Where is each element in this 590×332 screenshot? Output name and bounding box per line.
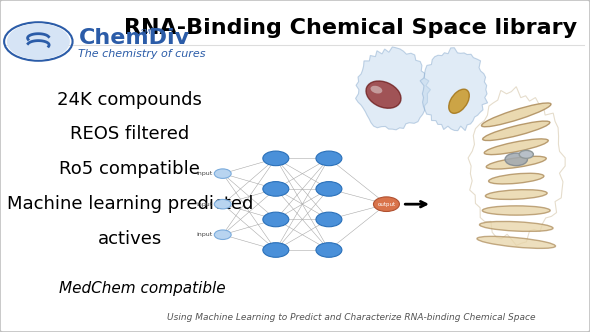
Circle shape — [316, 151, 342, 166]
Circle shape — [214, 230, 231, 239]
Circle shape — [263, 243, 289, 257]
Ellipse shape — [366, 81, 401, 108]
Circle shape — [316, 243, 342, 257]
Ellipse shape — [483, 121, 550, 140]
Ellipse shape — [477, 236, 556, 248]
Circle shape — [316, 182, 342, 196]
Text: MedChem compatible: MedChem compatible — [59, 281, 225, 296]
Circle shape — [214, 200, 231, 209]
Text: Ro5 compatible: Ro5 compatible — [60, 160, 200, 178]
Text: 24K compounds: 24K compounds — [57, 91, 202, 109]
Text: output: output — [378, 202, 395, 207]
Ellipse shape — [486, 190, 547, 200]
Text: REOS filtered: REOS filtered — [70, 125, 189, 143]
Polygon shape — [420, 48, 487, 130]
Circle shape — [263, 212, 289, 227]
Circle shape — [263, 151, 289, 166]
Text: input: input — [196, 232, 212, 237]
Text: Machine learning predicted: Machine learning predicted — [6, 195, 253, 213]
Text: SM: SM — [140, 29, 151, 35]
Ellipse shape — [483, 206, 550, 215]
Ellipse shape — [449, 89, 469, 113]
Ellipse shape — [484, 139, 548, 155]
Text: Using Machine Learning to Predict and Characterize RNA-binding Chemical Space: Using Machine Learning to Predict and Ch… — [167, 313, 535, 322]
Circle shape — [316, 212, 342, 227]
Circle shape — [519, 150, 533, 158]
Text: The chemistry of cures: The chemistry of cures — [78, 49, 206, 59]
Ellipse shape — [371, 86, 382, 94]
Text: ChemDiv: ChemDiv — [78, 28, 189, 47]
Circle shape — [214, 169, 231, 178]
Text: RNA-Binding Chemical Space library: RNA-Binding Chemical Space library — [124, 18, 578, 38]
Text: input: input — [196, 171, 212, 176]
Circle shape — [373, 197, 399, 211]
Text: input: input — [196, 202, 212, 207]
Ellipse shape — [489, 173, 544, 184]
Ellipse shape — [486, 156, 546, 169]
Text: actives: actives — [98, 230, 162, 248]
Ellipse shape — [481, 103, 551, 127]
Polygon shape — [356, 47, 431, 130]
Circle shape — [8, 24, 69, 59]
Circle shape — [263, 182, 289, 196]
Ellipse shape — [480, 221, 553, 231]
Ellipse shape — [505, 153, 527, 166]
